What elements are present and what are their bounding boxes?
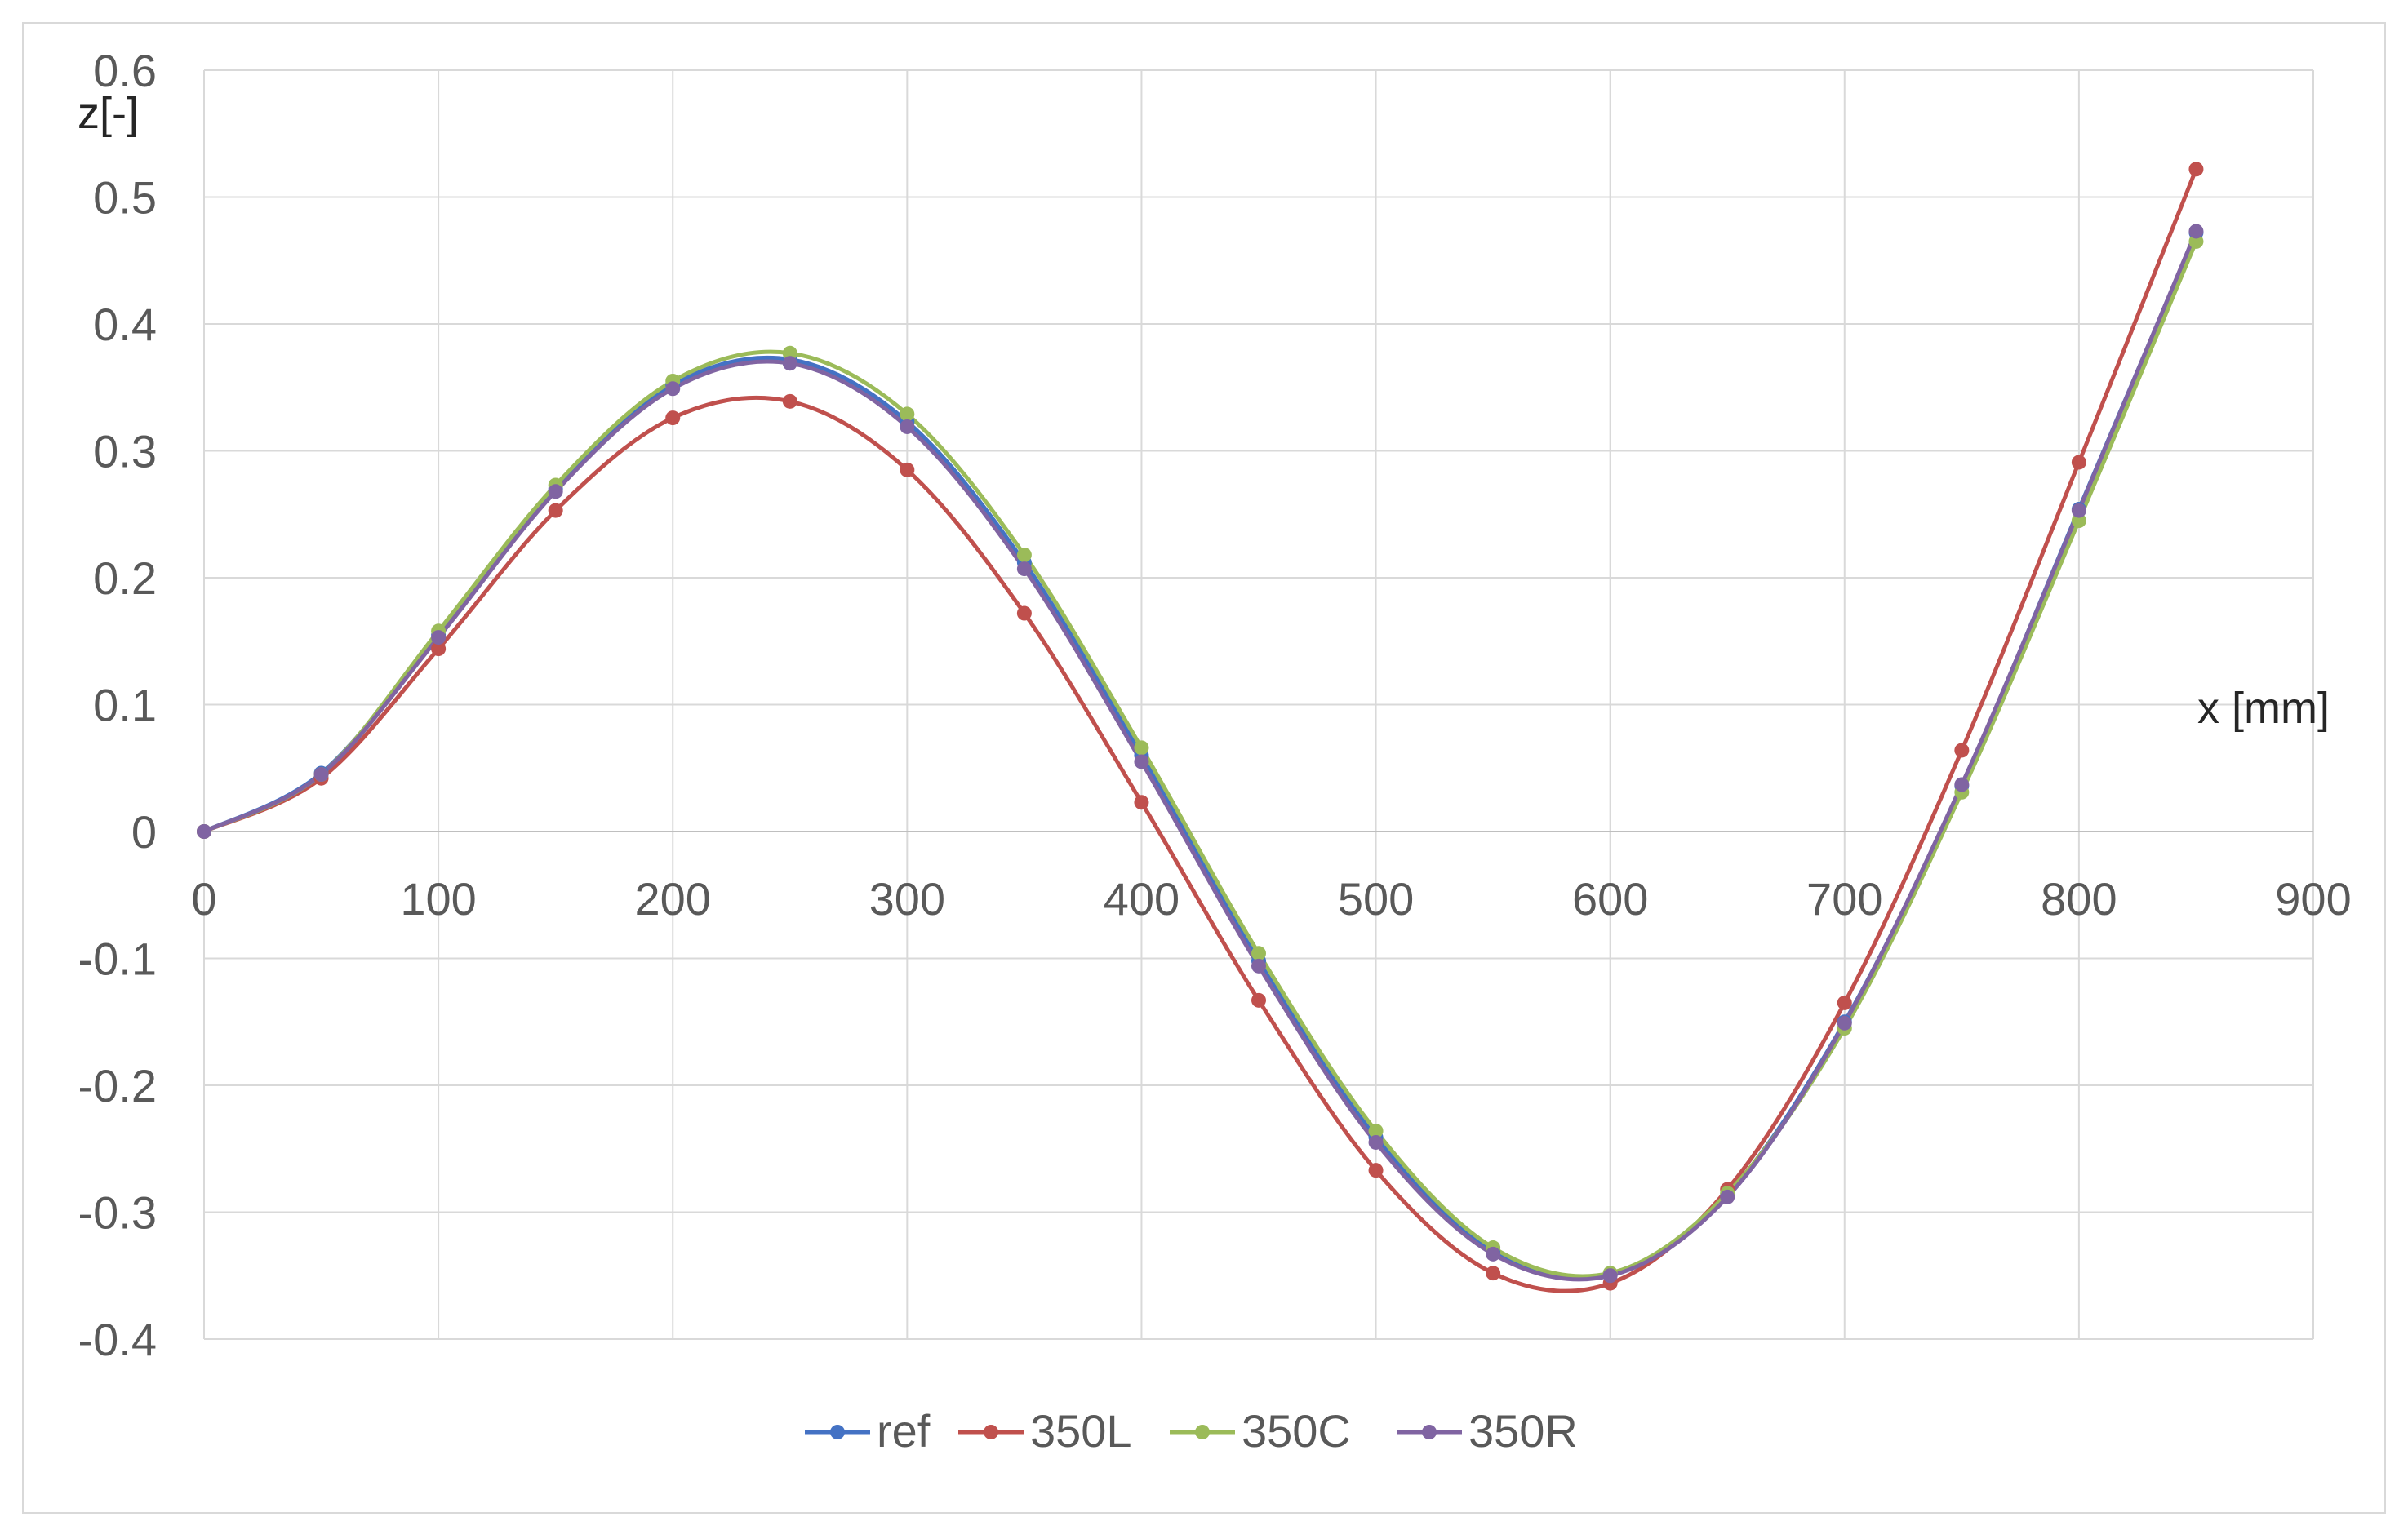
y-tick-label: -0.4 bbox=[78, 1314, 158, 1365]
data-point-350R bbox=[1954, 777, 1970, 792]
legend-label: 350L bbox=[1030, 1405, 1132, 1457]
x-tick-label: 300 bbox=[869, 873, 945, 925]
x-tick-label: 800 bbox=[2041, 873, 2117, 925]
data-point-350C bbox=[900, 406, 915, 422]
data-point-350R bbox=[782, 356, 797, 371]
series-line-ref bbox=[202, 230, 2198, 1280]
x-axis-label: x [mm] bbox=[2197, 684, 2330, 733]
data-point-350R bbox=[431, 630, 447, 645]
legend-swatch-marker bbox=[1195, 1425, 1210, 1439]
x-tick-label: 400 bbox=[1104, 873, 1180, 925]
y-tick-label: 0.5 bbox=[93, 172, 157, 224]
legend-item-350C: 350C bbox=[1170, 1405, 1351, 1457]
data-point-350L bbox=[782, 393, 797, 409]
data-point-350R bbox=[1837, 1015, 1852, 1031]
y-tick-label: 0.3 bbox=[93, 426, 157, 477]
data-point-350R bbox=[197, 824, 211, 839]
x-tick-label: 500 bbox=[1338, 873, 1414, 925]
series-line-350C bbox=[202, 239, 2198, 1279]
legend-label: 350C bbox=[1242, 1405, 1351, 1457]
data-point-350C bbox=[782, 345, 797, 361]
data-point-350R bbox=[1368, 1134, 1384, 1150]
data-point-350R bbox=[313, 767, 329, 783]
y-tick-label: 0 bbox=[131, 806, 157, 858]
data-point-350C bbox=[2071, 513, 2086, 529]
y-tick-label: 0.2 bbox=[93, 552, 157, 604]
series-lines bbox=[202, 166, 2198, 1293]
data-point-350C bbox=[1134, 740, 1149, 756]
x-tick-label: 200 bbox=[635, 873, 711, 925]
data-point-350R bbox=[548, 484, 563, 499]
series-line-350R bbox=[202, 229, 2198, 1282]
legend-item-350R: 350R bbox=[1397, 1405, 1578, 1457]
data-point-350R bbox=[1134, 754, 1149, 770]
legend-swatch-marker bbox=[1422, 1425, 1437, 1439]
data-point-350L bbox=[1486, 1266, 1501, 1281]
data-point-350L bbox=[2188, 162, 2204, 177]
data-point-350C bbox=[1016, 548, 1032, 563]
data-point-350C bbox=[1251, 946, 1266, 961]
y-tick-label: 0.1 bbox=[93, 680, 157, 731]
data-point-350L bbox=[1954, 743, 1970, 758]
data-point-350R bbox=[665, 381, 681, 397]
data-point-350L bbox=[2071, 455, 2086, 470]
data-point-350C bbox=[1368, 1123, 1384, 1138]
x-tick-label: 0 bbox=[191, 873, 216, 925]
data-point-350L bbox=[1837, 995, 1852, 1010]
data-point-350R bbox=[1251, 958, 1266, 974]
gridlines bbox=[203, 69, 2314, 1340]
data-point-350L bbox=[900, 462, 915, 477]
x-tick-label: 900 bbox=[2275, 873, 2351, 925]
data-point-350L bbox=[1134, 795, 1149, 810]
x-tick-label: 700 bbox=[1806, 873, 1882, 925]
legend-swatch-marker bbox=[984, 1425, 998, 1439]
data-point-350L bbox=[1251, 992, 1266, 1008]
legend-label: 350R bbox=[1468, 1405, 1578, 1457]
y-axis-label: z[-] bbox=[78, 89, 139, 138]
legend: ref 350L 350C 350R bbox=[805, 1405, 1578, 1457]
x-tick-label: 100 bbox=[400, 873, 476, 925]
y-tick-label: -0.1 bbox=[78, 934, 158, 985]
legend-label: ref bbox=[877, 1405, 931, 1457]
data-point-350L bbox=[548, 503, 563, 518]
y-tick-labels: 0.6 0.5 0.4 0.3 0.2 0.1 0 -0.1 -0.2 -0.3 -0.4 bbox=[78, 45, 158, 1365]
series-points bbox=[197, 162, 2204, 1291]
y-tick-label: 0.6 bbox=[93, 45, 157, 96]
data-point-350L bbox=[1368, 1163, 1384, 1178]
chart-frame: 0.6 0.5 0.4 0.3 0.2 0.1 0 -0.1 -0.2 -0.3 -0.4 0 100… bbox=[22, 22, 2386, 1514]
legend-swatch-marker bbox=[830, 1425, 845, 1439]
y-tick-label: 0.4 bbox=[93, 299, 157, 350]
x-tick-labels: 0 100 200 300 400 500 600 700 800 900 bbox=[191, 873, 2351, 925]
data-point-350R bbox=[1016, 561, 1032, 577]
data-point-350R bbox=[1602, 1268, 1618, 1284]
y-tick-label: -0.2 bbox=[78, 1060, 158, 1111]
legend-item-350L: 350L bbox=[958, 1405, 1132, 1457]
data-point-350C bbox=[2188, 233, 2204, 249]
series-line-350L bbox=[202, 166, 2198, 1293]
data-point-350L bbox=[665, 410, 681, 426]
data-point-350R bbox=[2071, 503, 2086, 518]
line-chart: 0.6 0.5 0.4 0.3 0.2 0.1 0 -0.1 -0.2 -0.3 -0.4 0 100… bbox=[78, 45, 2352, 1457]
data-point-350L bbox=[1016, 605, 1032, 621]
legend-item-ref: ref bbox=[805, 1405, 931, 1457]
data-point-350R bbox=[1486, 1246, 1501, 1262]
data-point-350R bbox=[900, 419, 915, 434]
data-point-350L bbox=[431, 641, 447, 657]
data-point-350R bbox=[1720, 1189, 1735, 1204]
y-tick-label: -0.3 bbox=[78, 1187, 158, 1239]
x-tick-label: 600 bbox=[1572, 873, 1648, 925]
data-point-350R bbox=[2188, 224, 2204, 239]
